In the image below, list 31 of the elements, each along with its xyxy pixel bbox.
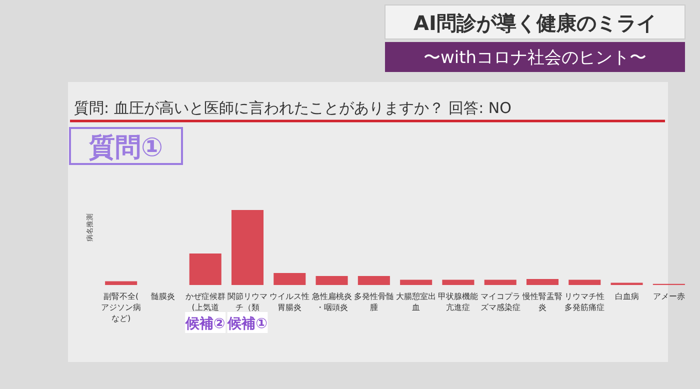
x-tick-label: 甲状腺機能亢進症 <box>438 292 478 312</box>
x-tick-label: 関節リウマチ（類 <box>228 292 268 312</box>
bar <box>105 281 138 285</box>
bar <box>526 279 559 285</box>
x-tick-label: かぜ症候群(上気道 <box>185 292 226 312</box>
x-tick-label: 急性扁桃炎・咽頭炎 <box>310 292 352 312</box>
x-tick-label: 慢性腎盂腎炎 <box>522 292 562 312</box>
x-tick-label: 多発性骨髄腫 <box>354 292 394 312</box>
x-tick-label: 髄膜炎 <box>151 292 176 301</box>
bar <box>400 280 432 285</box>
text: 候補① <box>226 315 268 332</box>
bar <box>231 210 264 285</box>
bar <box>442 280 474 285</box>
x-tick-label: 白血病 <box>614 292 639 301</box>
bar <box>568 280 601 285</box>
text: AI問診が導く健康のミライ <box>414 11 656 35</box>
bar <box>358 276 390 285</box>
x-tick-label: アメー赤 <box>652 292 685 301</box>
bar <box>316 276 348 285</box>
bar <box>274 273 306 285</box>
x-tick-label: マイコプラズマ感染症 <box>480 292 520 312</box>
chart-title: 質問: 血圧が高いと医師に言われたことがありますか？ 回答: NO <box>74 99 512 117</box>
text: 候補② <box>184 315 226 332</box>
bar <box>189 254 222 285</box>
x-tick-label: 副腎不全(アジソン病など) <box>101 292 142 323</box>
text: 質問① <box>88 133 164 163</box>
text: 〜withコロナ社会のヒント〜 <box>423 48 647 68</box>
bar <box>484 280 516 285</box>
x-tick-label: 大腸憩室出血 <box>396 292 436 312</box>
x-tick-label: リウマチ性多発筋痛症 <box>564 292 605 312</box>
x-tick-label: ウイルス性胃腸炎 <box>270 292 310 312</box>
